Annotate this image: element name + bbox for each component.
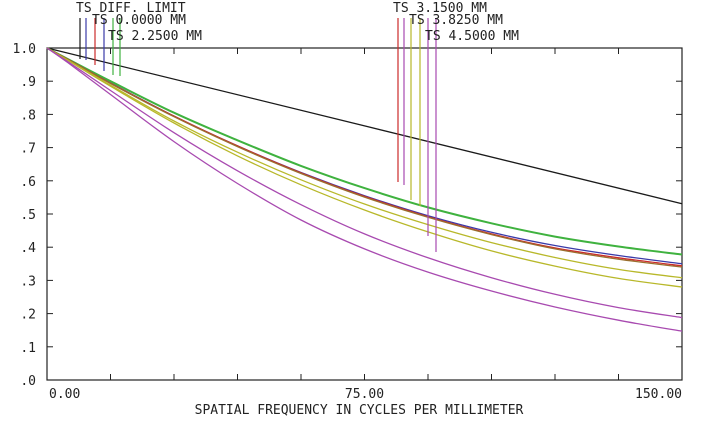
series-line-3 — [46, 47, 683, 267]
series-line-0 — [46, 47, 683, 205]
x-tick-label: 150.00 — [635, 387, 682, 402]
legend-label: TS 0.0000 MM — [92, 13, 186, 28]
series-line-5 — [46, 47, 683, 288]
x-tick-labels: 0.00 75.00 150.00 — [49, 387, 682, 402]
y-tick-label: .2 — [20, 308, 36, 323]
legend-label: TS 3.8250 MM — [409, 13, 503, 28]
series-line-1 — [46, 47, 683, 265]
series-line-2 — [46, 47, 683, 256]
series-line-8 — [46, 47, 683, 319]
series-line-4 — [46, 47, 683, 268]
y-tick-label: .0 — [20, 374, 36, 389]
legend-label: TS 2.2500 MM — [108, 29, 202, 44]
series-line-7 — [46, 47, 683, 332]
y-tick-label: .7 — [20, 142, 36, 157]
y-tick-label: .4 — [20, 241, 36, 256]
series-line-6 — [46, 47, 683, 279]
legend-markers — [79, 18, 437, 252]
series-group — [46, 47, 683, 332]
y-tick-label: .5 — [20, 208, 36, 223]
y-tick-label: .6 — [20, 175, 36, 190]
y-tick-labels: 1.0 .9 .8 .7 .6 .5 .4 .3 .2 .1 .0 — [13, 42, 37, 389]
x-tick-label: 0.00 — [49, 387, 80, 402]
y-tick-label: .9 — [20, 75, 36, 90]
x-tick-label: 75.00 — [345, 387, 384, 402]
y-tick-label: 1.0 — [13, 42, 36, 57]
legend-label: TS DIFF. LIMIT — [76, 1, 186, 16]
y-tick-label: .3 — [20, 274, 36, 289]
y-tick-label: .1 — [20, 341, 36, 356]
legend-label: TS 3.1500 MM — [393, 1, 487, 16]
y-tick-label: .8 — [20, 108, 36, 123]
legend-label: TS 4.5000 MM — [425, 29, 519, 44]
x-axis-label: SPATIAL FREQUENCY IN CYCLES PER MILLIMET… — [195, 403, 524, 418]
